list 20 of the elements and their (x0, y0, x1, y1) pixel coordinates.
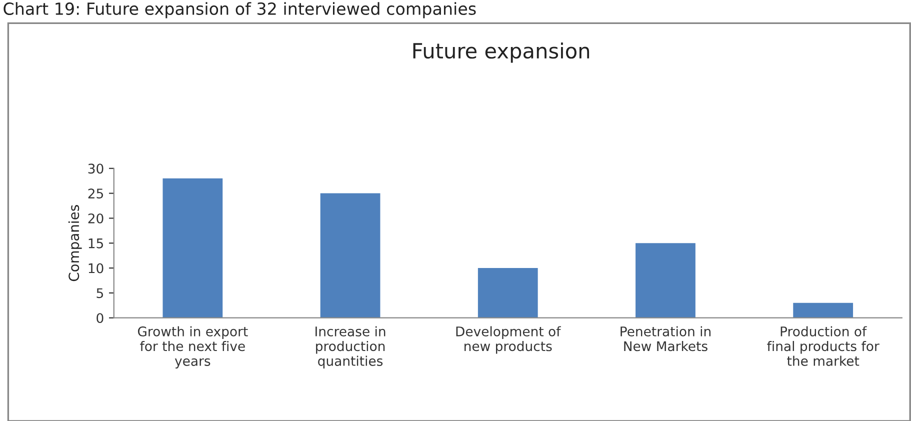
x-tick-label: Increase in production quantities (316, 326, 386, 369)
y-tick-label: 30 (88, 164, 104, 174)
bar (478, 268, 538, 318)
y-tick-label: 25 (88, 188, 103, 199)
x-tick-label: Penetration in New Markets (620, 326, 710, 352)
y-tick-label: 15 (88, 238, 103, 248)
caption: Chart 19: Future expansion of 32 interviewed companies (4, 2, 476, 18)
bar (162, 178, 223, 318)
x-tick-label: Production of final products for the market (767, 326, 880, 366)
y-tick-label: 5 (96, 288, 103, 298)
bar (793, 302, 854, 318)
x-tick-label: Development of new products (456, 326, 561, 354)
y-axis-title: Companies (68, 205, 82, 282)
y-tick-label: 20 (88, 213, 104, 224)
x-tick-label: Growth in export for the next five years (138, 326, 248, 369)
y-tick-label: 10 (88, 263, 104, 274)
bar (320, 193, 380, 318)
bar (636, 243, 696, 318)
chart-title: Future expansion (413, 42, 590, 63)
y-tick-label: 0 (96, 313, 104, 324)
